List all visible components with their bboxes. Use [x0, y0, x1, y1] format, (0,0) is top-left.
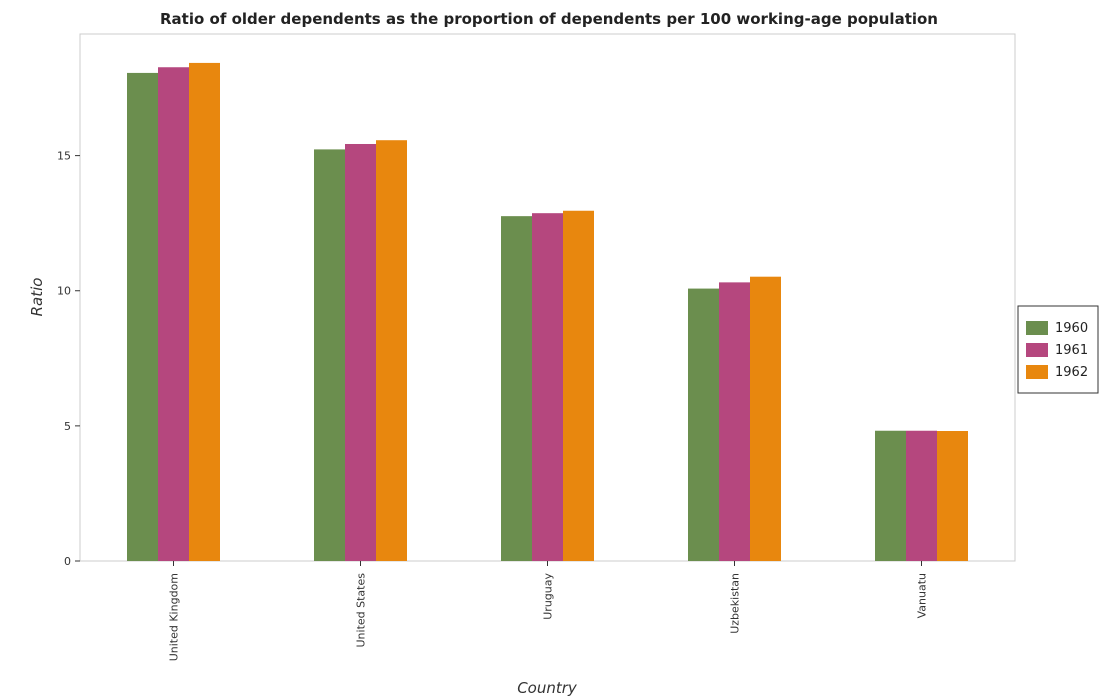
bar-vanuatu-1960 — [875, 430, 906, 561]
legend-swatch-1962 — [1026, 365, 1048, 379]
legend-swatch-1961 — [1026, 343, 1048, 357]
bar-united-kingdom-1961 — [158, 67, 189, 561]
x-tick-label-united-states: United States — [355, 573, 368, 648]
y-axis: 0 5 10 15 — [57, 150, 80, 568]
bar-vanuatu-1962 — [937, 431, 968, 561]
bar-united-kingdom-1960 — [127, 72, 158, 561]
legend: 1960 1961 1962 — [1017, 305, 1099, 394]
x-tick-label-uzbekistan: Uzbekistan — [729, 573, 742, 634]
bar-uzbekistan-1962 — [750, 276, 781, 561]
x-tick-label-vanuatu: Vanuatu — [916, 573, 929, 618]
legend-label-1960: 1960 — [1055, 321, 1088, 336]
bar-united-states-1961 — [345, 143, 376, 561]
bars-group — [127, 62, 968, 562]
y-tick-label-5: 5 — [64, 420, 71, 433]
bar-vanuatu-1961 — [906, 430, 937, 561]
bar-uruguay-1962 — [563, 210, 594, 562]
y-tick-label-0: 0 — [64, 555, 71, 568]
bar-united-states-1962 — [376, 140, 407, 562]
bar-uzbekistan-1961 — [719, 282, 750, 561]
bar-united-kingdom-1962 — [189, 62, 220, 562]
x-axis-label: Country — [517, 679, 578, 697]
bar-uruguay-1960 — [501, 216, 532, 561]
bar-uzbekistan-1960 — [688, 288, 719, 561]
x-tick-label-uruguay: Uruguay — [542, 573, 555, 620]
chart-title: Ratio of older dependents as the proport… — [160, 10, 938, 28]
legend-swatch-1960 — [1026, 321, 1048, 335]
legend-label-1961: 1961 — [1055, 343, 1088, 358]
legend-label-1962: 1962 — [1055, 365, 1088, 380]
x-tick-label-united-kingdom: United Kingdom — [168, 573, 181, 661]
y-tick-label-15: 15 — [57, 150, 71, 163]
bar-united-states-1960 — [314, 149, 345, 562]
bar-uruguay-1961 — [532, 213, 563, 561]
y-axis-label: Ratio — [28, 278, 46, 317]
y-tick-label-10: 10 — [57, 285, 71, 298]
x-axis: United Kingdom United States Uruguay Uzbeki… — [168, 561, 929, 661]
